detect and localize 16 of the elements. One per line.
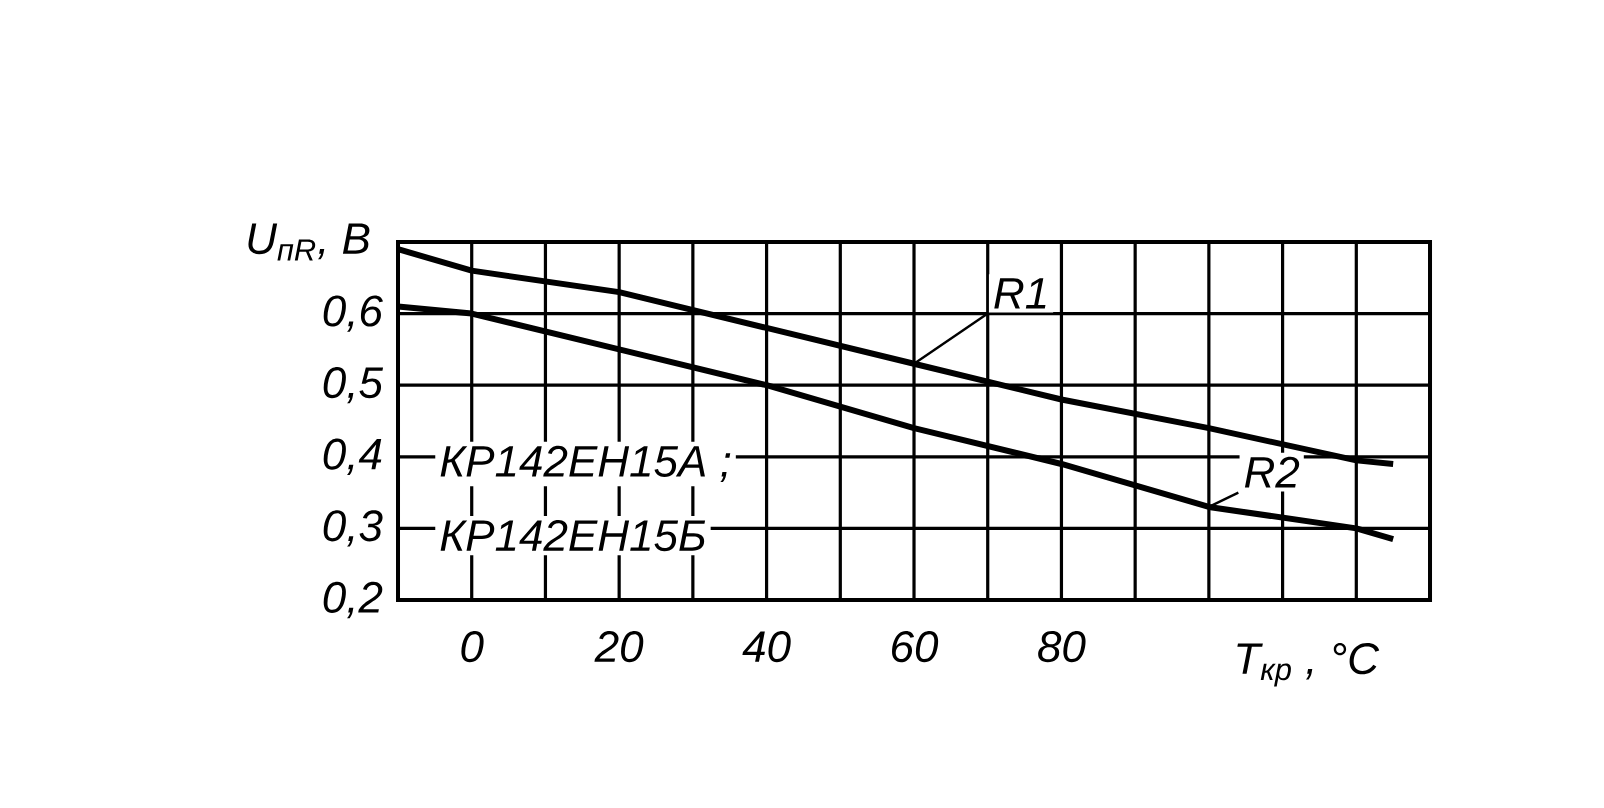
y-tick-label: 0,4: [323, 438, 382, 475]
x-tick-label: 80: [1038, 631, 1086, 663]
y-tick-label: 0,5: [323, 367, 384, 404]
legend-label: R2: [1244, 456, 1300, 488]
x-tick-label: 20: [594, 631, 644, 663]
y-tick-label: 0,2: [323, 581, 383, 619]
x-tick-label: 60: [892, 631, 939, 663]
x-tick-label: 0: [461, 631, 484, 663]
y-tick-label: 0,3: [323, 510, 383, 547]
annotation: КР142ЕН15Б: [440, 519, 706, 552]
y-tick-label: 0,6: [323, 295, 383, 332]
y-axis-title: U$_{пR}$, В: [248, 223, 370, 261]
x-axis-title: T$_{кр}$ , °C: [1237, 643, 1380, 687]
series-label: R1: [994, 278, 1046, 309]
annotation: КР142ЕН15А ;: [440, 445, 731, 483]
x-tick-label: 40: [742, 631, 791, 663]
